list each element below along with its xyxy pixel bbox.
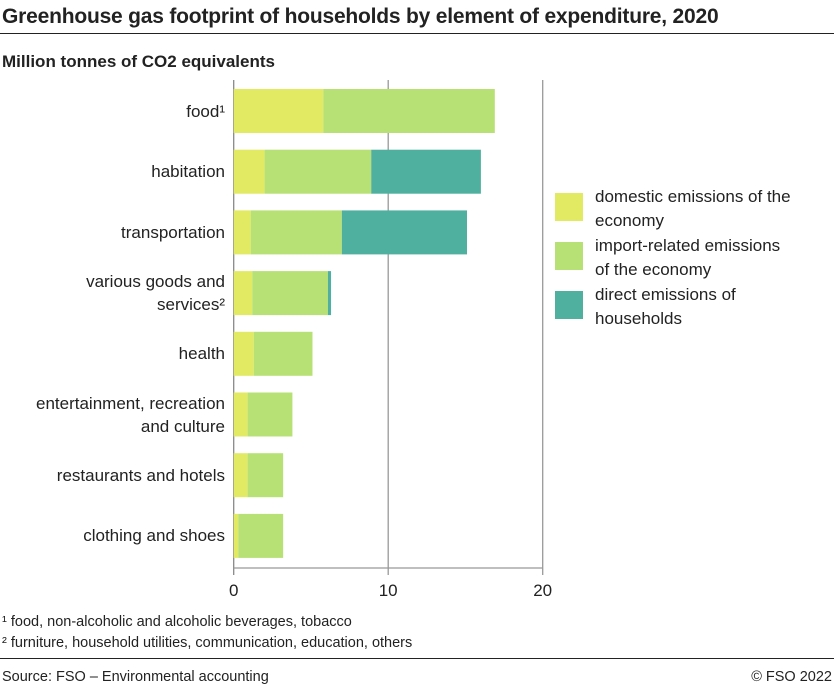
legend-item: direct emissions of households bbox=[555, 283, 834, 331]
bar-segment bbox=[233, 89, 324, 133]
x-tick-label: 20 bbox=[533, 581, 553, 600]
bar-segment bbox=[233, 149, 265, 194]
footer-rule bbox=[0, 658, 834, 659]
bar-segment bbox=[371, 149, 481, 194]
bar-segment bbox=[253, 331, 313, 376]
footnote-2: ² furniture, household utilities, commun… bbox=[2, 635, 413, 651]
bar-segment bbox=[233, 331, 254, 376]
legend-item: domestic emissions of the economy bbox=[555, 185, 834, 233]
x-tick-label: 10 bbox=[378, 581, 398, 600]
legend-swatch bbox=[555, 242, 583, 270]
legend-swatch bbox=[555, 193, 583, 221]
legend-label: direct emissions of households bbox=[595, 285, 736, 328]
bar-segment bbox=[250, 210, 342, 255]
category-label: food¹ bbox=[186, 101, 225, 121]
unit-label: Million tonnes of CO2 equivalents bbox=[2, 52, 275, 71]
bar-segment bbox=[247, 392, 293, 437]
source: Source: FSO – Environmental accounting bbox=[2, 669, 269, 685]
legend-swatch bbox=[555, 291, 583, 319]
chart-title: Greenhouse gas footprint of households b… bbox=[2, 5, 719, 28]
legend-item: import-related emissions of the economy bbox=[555, 234, 834, 282]
bar-segment bbox=[264, 149, 372, 194]
category-label: transportation bbox=[121, 222, 225, 242]
bar-segment bbox=[247, 453, 284, 498]
category-label: entertainment, recreation and culture bbox=[36, 393, 225, 436]
bar-segment bbox=[233, 392, 248, 437]
x-tick-label: 0 bbox=[228, 581, 239, 600]
legend-label: domestic emissions of the economy bbox=[595, 187, 791, 230]
bar-segment bbox=[233, 210, 251, 255]
title-rule bbox=[0, 33, 834, 34]
category-label: habitation bbox=[151, 162, 225, 182]
category-label: restaurants and hotels bbox=[56, 465, 225, 485]
category-label: health bbox=[178, 344, 225, 364]
bar-segment bbox=[341, 210, 467, 255]
bar-segment bbox=[323, 89, 495, 133]
bar-segment bbox=[233, 513, 239, 558]
bar-segment bbox=[238, 513, 284, 558]
footnote-1: ¹ food, non-alcoholic and alcoholic beve… bbox=[2, 614, 352, 630]
bar-segment bbox=[233, 271, 253, 316]
legend-label: import-related emissions of the economy bbox=[595, 236, 781, 279]
category-label: various goods and services² bbox=[86, 272, 225, 315]
bar-segment bbox=[252, 271, 328, 316]
bar-segment bbox=[233, 453, 248, 498]
category-label: clothing and shoes bbox=[83, 526, 225, 546]
bar-segment bbox=[327, 271, 332, 316]
copyright: © FSO 2022 bbox=[751, 669, 832, 685]
